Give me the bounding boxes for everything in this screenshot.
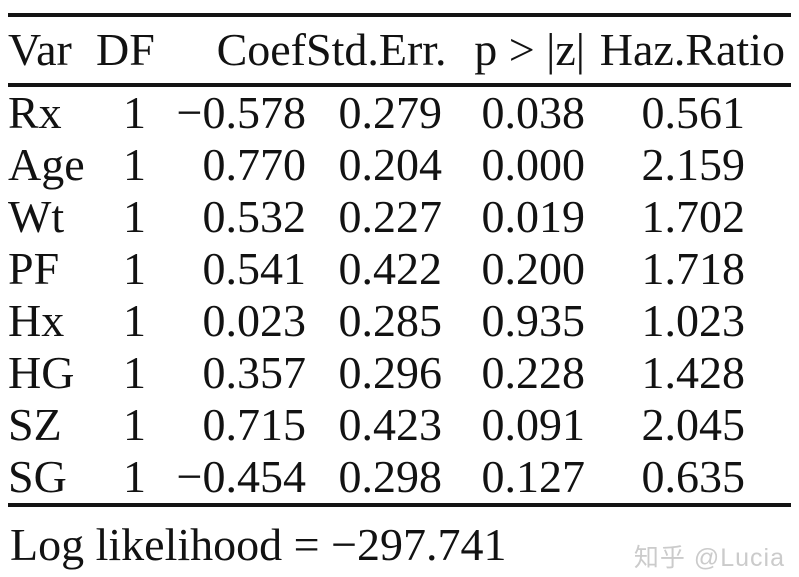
col-header-pvalue: p > |z| xyxy=(474,24,585,75)
cell-stderr: 0.422 xyxy=(338,243,443,294)
cell-coef: −0.578 xyxy=(176,87,306,138)
table-row: Wt 1 0.532 0.227 0.019 1.702 xyxy=(8,191,791,243)
header-row: Var DF Coef Std.Err. p > |z| Haz.Ratio xyxy=(8,15,791,85)
cell-df: 1 xyxy=(123,295,146,346)
cell-coef: 0.023 xyxy=(202,295,307,346)
cell-df: 1 xyxy=(123,87,146,138)
cell-pvalue: 0.127 xyxy=(481,451,586,502)
table-row: Age 1 0.770 0.204 0.000 2.159 xyxy=(8,139,791,191)
table-row: SG 1 −0.454 0.298 0.127 0.635 xyxy=(8,451,791,505)
cell-df: 1 xyxy=(123,191,146,242)
cell-stderr: 0.423 xyxy=(338,399,443,450)
cell-hazratio: 1.428 xyxy=(641,347,746,398)
cell-stderr: 0.227 xyxy=(338,191,443,242)
cell-stderr: 0.279 xyxy=(338,87,443,138)
cell-df: 1 xyxy=(123,399,146,450)
col-header-coef: Coef xyxy=(216,24,306,75)
col-header-var: Var xyxy=(8,24,72,75)
cell-coef: 0.770 xyxy=(202,139,307,190)
cell-df: 1 xyxy=(123,243,146,294)
cell-pvalue: 0.228 xyxy=(481,347,586,398)
cell-hazratio: 1.718 xyxy=(641,243,746,294)
cell-hazratio: 0.561 xyxy=(641,87,746,138)
col-header-hazratio: Haz.Ratio xyxy=(599,24,785,75)
cell-pvalue: 0.200 xyxy=(481,243,586,294)
regression-table-figure: Var DF Coef Std.Err. p > |z| Haz.Ratio R… xyxy=(0,13,799,577)
cell-pvalue: 0.091 xyxy=(481,399,586,450)
table-row: SZ 1 0.715 0.423 0.091 2.045 xyxy=(8,399,791,451)
cell-var: PF xyxy=(8,243,60,294)
cell-var: Rx xyxy=(8,87,62,138)
cox-regression-table: Var DF Coef Std.Err. p > |z| Haz.Ratio R… xyxy=(8,13,791,507)
cell-coef: 0.715 xyxy=(202,399,307,450)
cell-df: 1 xyxy=(123,139,146,190)
cell-hazratio: 0.635 xyxy=(641,451,746,502)
table-row: Rx 1 −0.578 0.279 0.038 0.561 xyxy=(8,85,791,139)
cell-var: SG xyxy=(8,451,67,502)
cell-hazratio: 2.159 xyxy=(641,139,746,190)
cell-coef: 0.532 xyxy=(202,191,307,242)
table-row: HG 1 0.357 0.296 0.228 1.428 xyxy=(8,347,791,399)
col-header-stderr: Std.Err. xyxy=(306,24,447,75)
watermark: 知乎 @Lucia xyxy=(633,544,785,572)
cell-hazratio: 2.045 xyxy=(641,399,746,450)
cell-coef: 0.541 xyxy=(202,243,307,294)
cell-var: Hx xyxy=(8,295,65,346)
cell-df: 1 xyxy=(123,451,146,502)
table-row: PF 1 0.541 0.422 0.200 1.718 xyxy=(8,243,791,295)
cell-stderr: 0.298 xyxy=(338,451,443,502)
cell-pvalue: 0.935 xyxy=(481,295,586,346)
cell-pvalue: 0.038 xyxy=(481,87,586,138)
cell-stderr: 0.296 xyxy=(338,347,443,398)
cell-pvalue: 0.000 xyxy=(481,139,586,190)
cell-hazratio: 1.702 xyxy=(641,191,746,242)
cell-var: Age xyxy=(8,139,85,190)
cell-hazratio: 1.023 xyxy=(641,295,746,346)
cell-df: 1 xyxy=(123,347,146,398)
table-row: Hx 1 0.023 0.285 0.935 1.023 xyxy=(8,295,791,347)
col-header-df: DF xyxy=(96,24,155,75)
cell-var: HG xyxy=(8,347,75,398)
cell-coef: 0.357 xyxy=(202,347,307,398)
cell-stderr: 0.285 xyxy=(338,295,443,346)
cell-pvalue: 0.019 xyxy=(481,191,586,242)
cell-var: Wt xyxy=(8,191,65,242)
log-likelihood-note: Log likelihood = −297.741 xyxy=(10,519,507,570)
cell-var: SZ xyxy=(8,399,62,450)
table-container: Var DF Coef Std.Err. p > |z| Haz.Ratio R… xyxy=(8,13,791,507)
cell-coef: −0.454 xyxy=(176,451,306,502)
cell-stderr: 0.204 xyxy=(338,139,443,190)
